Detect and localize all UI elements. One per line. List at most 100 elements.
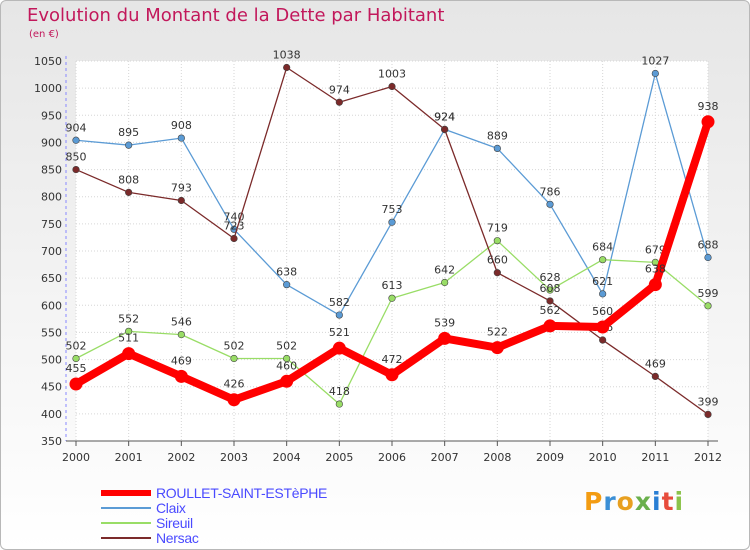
y-tick-label: 900 xyxy=(41,136,62,149)
data-label-sireuil: 642 xyxy=(434,263,455,276)
legend-label-sireuil: Sireuil xyxy=(156,515,193,531)
data-point-nersac xyxy=(177,196,185,205)
data-label-sireuil: 418 xyxy=(329,385,350,398)
data-label-roullet-saint-est-phe: 522 xyxy=(487,326,508,339)
legend-swatch-nersac xyxy=(101,537,151,539)
data-point-sireuil xyxy=(283,354,291,363)
data-point-sireuil xyxy=(704,302,712,310)
data-label-sireuil: 613 xyxy=(382,279,403,292)
y-tick-label: 550 xyxy=(41,326,62,339)
data-label-nersac: 723 xyxy=(224,220,245,233)
data-point-roullet-saint-est-phe xyxy=(69,377,83,391)
data-point-claix xyxy=(283,281,291,289)
data-point-claix xyxy=(125,141,133,149)
data-label-claix: 908 xyxy=(171,119,192,132)
data-point-roullet-saint-est-phe xyxy=(438,331,452,345)
x-tick-label: 2012 xyxy=(694,451,722,464)
data-label-sireuil: 679 xyxy=(645,243,666,256)
data-label-claix: 786 xyxy=(540,185,561,198)
data-point-roullet-saint-est-phe xyxy=(596,320,610,334)
data-label-sireuil: 628 xyxy=(540,271,561,284)
x-tick-label: 2011 xyxy=(641,451,669,464)
data-point-roullet-saint-est-phe xyxy=(332,341,346,355)
data-label-roullet-saint-est-phe: 562 xyxy=(540,304,561,317)
data-point-roullet-saint-est-phe xyxy=(174,369,188,383)
data-point-nersac xyxy=(493,269,501,277)
data-label-roullet-saint-est-phe: 521 xyxy=(329,326,350,339)
data-point-claix xyxy=(72,136,80,144)
data-label-roullet-saint-est-phe: 472 xyxy=(382,353,403,366)
x-tick-label: 2000 xyxy=(62,451,90,464)
data-point-sireuil xyxy=(72,354,80,363)
data-point-sireuil xyxy=(546,286,554,294)
data-point-claix xyxy=(704,253,712,262)
data-point-nersac xyxy=(546,297,554,305)
data-point-sireuil xyxy=(599,256,607,264)
x-tick-label: 2006 xyxy=(378,451,406,464)
data-label-roullet-saint-est-phe: 638 xyxy=(645,263,666,276)
data-point-claix xyxy=(493,144,501,152)
data-point-sireuil xyxy=(493,237,501,245)
data-label-sireuil: 599 xyxy=(698,287,719,300)
x-tick-label: 2001 xyxy=(115,451,143,464)
x-tick-label: 2002 xyxy=(167,451,195,464)
data-point-nersac xyxy=(230,234,238,243)
y-tick-label: 850 xyxy=(41,164,62,177)
data-label-sireuil: 502 xyxy=(276,339,297,352)
x-tick-label: 2005 xyxy=(325,451,353,464)
x-tick-label: 2004 xyxy=(273,451,301,464)
legend-label-roullet: ROULLET-SAINT-ESTèPHE xyxy=(156,485,328,501)
data-label-claix: 582 xyxy=(329,296,350,309)
data-point-nersac xyxy=(388,82,396,91)
data-label-nersac: 1003 xyxy=(378,68,406,81)
data-point-nersac xyxy=(441,125,449,133)
data-label-nersac: 469 xyxy=(645,357,666,370)
data-point-nersac xyxy=(651,372,659,381)
data-label-sireuil: 552 xyxy=(118,312,139,325)
data-label-nersac: 850 xyxy=(66,151,87,164)
data-label-nersac: 1038 xyxy=(273,49,301,62)
legend-label-claix: Claix xyxy=(156,500,186,516)
data-label-roullet-saint-est-phe: 938 xyxy=(698,100,719,113)
data-point-sireuil xyxy=(388,294,396,302)
chart-subtitle: (en €) xyxy=(29,29,59,40)
x-tick-label: 2010 xyxy=(589,451,617,464)
data-point-nersac xyxy=(599,336,607,344)
y-tick-label: 400 xyxy=(41,408,62,421)
proxiti-logo: Proxiti xyxy=(584,487,685,516)
data-point-sireuil xyxy=(230,354,238,363)
data-label-roullet-saint-est-phe: 539 xyxy=(434,316,455,329)
data-label-nersac: 608 xyxy=(540,282,561,295)
y-tick-label: 950 xyxy=(41,109,62,122)
x-tick-label: 2007 xyxy=(431,451,459,464)
data-label-sireuil: 719 xyxy=(487,222,508,235)
y-tick-label: 1050 xyxy=(34,55,62,68)
legend-label-nersac: Nersac xyxy=(156,530,199,546)
y-tick-label: 750 xyxy=(41,218,62,231)
data-point-nersac xyxy=(125,188,133,196)
data-point-nersac xyxy=(704,410,712,419)
y-tick-label: 800 xyxy=(41,191,62,204)
data-point-sireuil xyxy=(125,327,133,335)
data-point-claix xyxy=(651,69,659,78)
data-label-nersac: 793 xyxy=(171,182,192,195)
data-label-claix: 688 xyxy=(698,239,719,252)
y-tick-label: 350 xyxy=(41,435,62,448)
data-point-claix xyxy=(599,290,607,298)
x-tick-label: 2008 xyxy=(483,451,511,464)
data-point-nersac xyxy=(72,165,80,174)
data-point-roullet-saint-est-phe xyxy=(227,393,241,407)
data-point-roullet-saint-est-phe xyxy=(385,368,399,382)
data-label-claix: 753 xyxy=(382,203,403,216)
data-label-roullet-saint-est-phe: 426 xyxy=(224,378,245,391)
legend-swatch-roullet xyxy=(101,490,151,496)
y-tick-label: 1000 xyxy=(34,82,62,95)
data-point-roullet-saint-est-phe xyxy=(280,374,294,388)
y-tick-label: 700 xyxy=(41,245,62,258)
data-label-claix: 895 xyxy=(118,126,139,139)
data-label-sireuil: 684 xyxy=(592,241,613,254)
data-point-roullet-saint-est-phe xyxy=(648,278,662,292)
data-label-nersac: 399 xyxy=(698,395,719,408)
